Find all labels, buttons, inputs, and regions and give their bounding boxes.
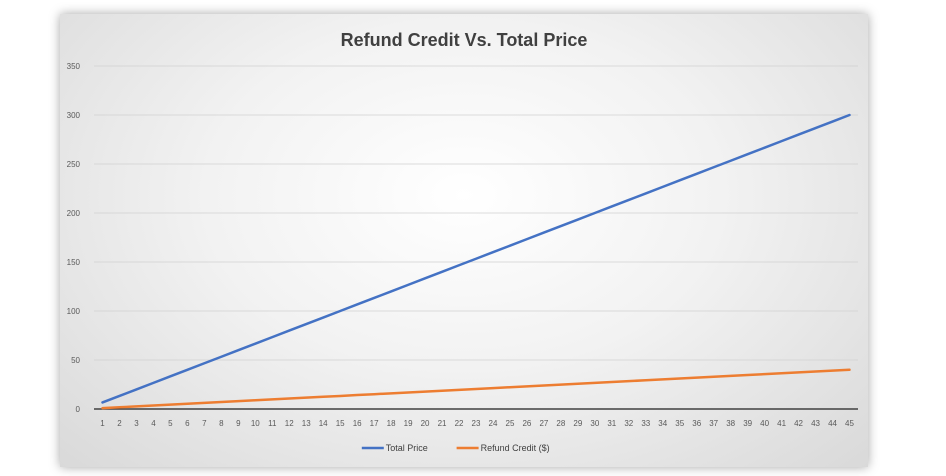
x-tick-label: 36 xyxy=(692,419,701,428)
x-tick-label: 33 xyxy=(641,419,650,428)
line-chart: Refund Credit Vs. Total Price 0 50 100 150 2… xyxy=(67,30,858,453)
x-tick-label: 28 xyxy=(556,419,565,428)
y-tick-label: 300 xyxy=(67,111,81,120)
x-tick-label: 14 xyxy=(319,419,328,428)
x-tick-label: 24 xyxy=(489,419,498,428)
chart-card: Refund Credit Vs. Total Price 0 50 100 150 2… xyxy=(60,14,868,467)
legend: Total Price Refund Credit ($) xyxy=(361,443,550,453)
legend-label: Refund Credit ($) xyxy=(481,443,550,453)
x-tick-label: 38 xyxy=(726,419,735,428)
y-tick-label: 250 xyxy=(67,160,81,169)
x-tick-label: 37 xyxy=(709,419,718,428)
x-tick-label: 8 xyxy=(219,419,224,428)
gridlines xyxy=(94,65,858,410)
x-tick-label: 30 xyxy=(590,419,599,428)
x-tick-label: 17 xyxy=(370,419,379,428)
series-line-refund-credit xyxy=(101,368,851,410)
series-lines xyxy=(101,113,851,410)
x-tick-label: 44 xyxy=(828,419,837,428)
x-tick-label: 40 xyxy=(760,419,769,428)
y-tick-label: 100 xyxy=(67,307,81,316)
x-tick-label: 25 xyxy=(506,419,515,428)
x-tick-label: 13 xyxy=(302,419,311,428)
x-tick-label: 10 xyxy=(251,419,260,428)
x-tick-label: 26 xyxy=(522,419,531,428)
legend-label: Total Price xyxy=(386,443,428,453)
x-axis-tick-labels: 1 2 3 4 5 6 7 8 9 10 11 12 13 14 15 16 17 18 19 20 21 22 23 24 2… xyxy=(100,419,854,428)
x-tick-label: 11 xyxy=(268,419,277,428)
x-tick-label: 23 xyxy=(472,419,481,428)
x-tick-label: 22 xyxy=(455,419,464,428)
x-tick-label: 45 xyxy=(845,419,854,428)
x-tick-label: 4 xyxy=(151,419,156,428)
x-tick-label: 39 xyxy=(743,419,752,428)
y-tick-label: 150 xyxy=(67,258,81,267)
x-tick-label: 19 xyxy=(404,419,413,428)
x-tick-label: 18 xyxy=(387,419,396,428)
y-axis-tick-labels: 0 50 100 150 200 250 300 350 xyxy=(67,62,81,414)
x-tick-label: 42 xyxy=(794,419,803,428)
x-tick-label: 32 xyxy=(624,419,633,428)
x-tick-label: 27 xyxy=(539,419,548,428)
y-tick-label: 0 xyxy=(76,405,81,414)
x-tick-label: 6 xyxy=(185,419,190,428)
x-tick-label: 29 xyxy=(573,419,582,428)
x-tick-label: 31 xyxy=(607,419,616,428)
x-tick-label: 3 xyxy=(134,419,139,428)
x-tick-label: 16 xyxy=(353,419,362,428)
x-tick-label: 20 xyxy=(421,419,430,428)
x-tick-label: 35 xyxy=(675,419,684,428)
y-tick-label: 350 xyxy=(67,62,81,71)
chart-title: Refund Credit Vs. Total Price xyxy=(341,30,588,50)
x-tick-label: 43 xyxy=(811,419,820,428)
x-tick-label: 34 xyxy=(658,419,667,428)
x-tick-label: 15 xyxy=(336,419,345,428)
x-tick-label: 7 xyxy=(202,419,207,428)
x-tick-label: 2 xyxy=(117,419,122,428)
x-tick-label: 1 xyxy=(100,419,105,428)
x-tick-label: 9 xyxy=(236,419,241,428)
x-tick-label: 5 xyxy=(168,419,173,428)
y-tick-label: 50 xyxy=(71,356,80,365)
x-tick-label: 41 xyxy=(777,419,786,428)
series-line-total-price xyxy=(101,113,851,404)
y-tick-label: 200 xyxy=(67,209,81,218)
x-tick-label: 21 xyxy=(438,419,447,428)
x-tick-label: 12 xyxy=(285,419,294,428)
